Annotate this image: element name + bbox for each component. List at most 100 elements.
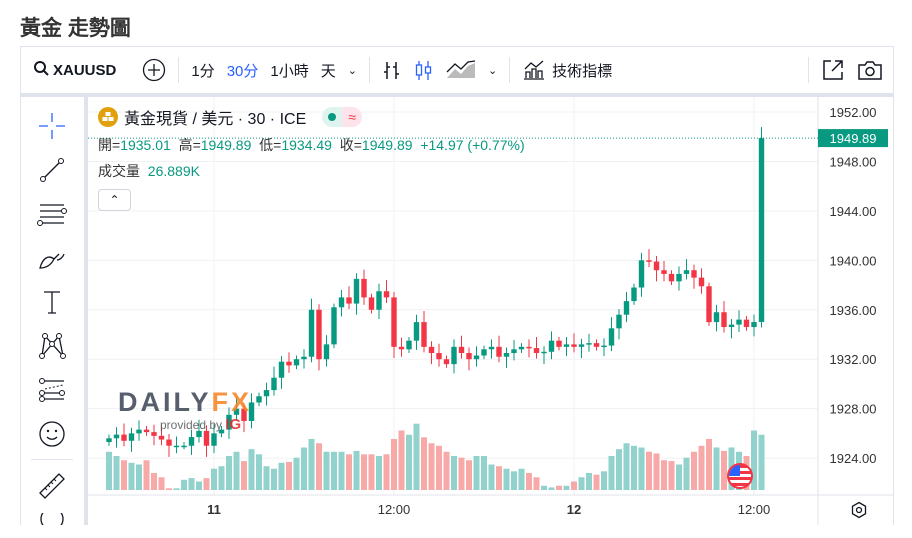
candle-body — [233, 408, 240, 415]
volume-bar — [631, 445, 637, 490]
last-price-badge — [818, 129, 888, 148]
bar-chart-button[interactable] — [376, 47, 408, 93]
zoom-tool[interactable] — [35, 513, 69, 525]
forecast-tool[interactable] — [35, 375, 69, 405]
volume-bar — [331, 451, 337, 490]
symbol-search[interactable]: XAUUSD — [21, 47, 122, 93]
chart-pane[interactable]: 1952.00 1948.00 1944.00 1940.00 1936.00 1932.… — [88, 97, 893, 525]
price-tick-label: 1948.00 — [830, 154, 877, 169]
price-chart[interactable]: 1952.00 1948.00 1944.00 1940.00 1936.00 1932.… — [88, 97, 893, 525]
interval-30m[interactable]: 30分 — [226, 62, 259, 80]
candle-body — [188, 437, 195, 446]
open-value: 1935.01 — [120, 137, 171, 153]
candle-body — [248, 402, 255, 421]
indicators-button[interactable]: 技術指標 — [516, 47, 618, 93]
price-tick-label: 1924.00 — [830, 451, 877, 466]
candle-body — [413, 322, 420, 341]
market-status-badge[interactable]: ≈ — [322, 107, 363, 127]
candle-body — [751, 321, 757, 328]
volume-bar — [121, 460, 127, 490]
volume-bar — [106, 451, 112, 490]
divider — [31, 459, 73, 460]
candle-body — [181, 445, 187, 448]
settings-button[interactable] — [850, 501, 868, 524]
brush-tool[interactable] — [35, 243, 69, 273]
time-tick-label: 11 — [207, 502, 221, 517]
interval-1d[interactable]: 天 — [320, 62, 336, 80]
candle-body — [533, 348, 540, 354]
candle-body — [406, 340, 412, 350]
volume-bar — [481, 456, 487, 490]
volume-bar — [436, 445, 442, 490]
compare-button[interactable] — [136, 47, 172, 93]
candle-body — [473, 355, 480, 360]
interval-1h[interactable]: 1小時 — [270, 62, 309, 80]
candle-body — [616, 314, 622, 329]
area-chart-button[interactable] — [440, 47, 482, 93]
candle-body — [691, 270, 697, 278]
candle-body — [226, 414, 232, 430]
collapse-legend-button[interactable]: ⌃ — [98, 189, 131, 211]
pattern-tool[interactable] — [35, 331, 69, 361]
crosshair-tool[interactable] — [35, 111, 69, 141]
candle-body — [743, 319, 750, 328]
candle-body — [143, 429, 150, 433]
chart-type-dropdown[interactable]: ⌄ — [482, 47, 503, 93]
volume-bar — [608, 456, 615, 490]
indicators-label: 技術指標 — [552, 62, 613, 80]
open-label: 開= — [98, 137, 121, 153]
price-tick-label: 1932.00 — [830, 352, 877, 367]
candle-body — [301, 356, 307, 360]
measure-tool[interactable] — [35, 471, 69, 501]
trendline-tool[interactable] — [35, 155, 69, 185]
candle-body — [361, 278, 367, 298]
candle-chart-button[interactable] — [408, 47, 440, 93]
candle-body — [721, 312, 727, 328]
candle-body — [586, 343, 592, 345]
volume-bar — [263, 466, 270, 490]
us-flag-event-icon[interactable] — [727, 463, 753, 489]
volume-bar — [203, 478, 210, 490]
candle-body — [623, 301, 630, 315]
fib-tool[interactable] — [35, 199, 69, 229]
volume-label: 成交量 — [98, 163, 140, 179]
volume-bar — [601, 471, 607, 490]
price-tick-label: 1928.00 — [830, 402, 877, 417]
volume-bar — [533, 477, 540, 490]
volume-bar — [518, 468, 525, 490]
price-tick-label: 1936.00 — [830, 303, 877, 318]
emoji-tool[interactable] — [35, 419, 69, 449]
volume-bar — [713, 447, 720, 490]
volume-bar — [113, 456, 120, 490]
volume-bar — [143, 460, 150, 490]
candle-body — [271, 377, 277, 391]
screenshot-button[interactable] — [851, 47, 893, 93]
volume-bar — [136, 464, 142, 490]
text-tool[interactable] — [35, 287, 69, 317]
candle-body — [676, 273, 682, 282]
candle-body — [443, 359, 450, 365]
volume-bar — [721, 450, 727, 490]
candle-body — [458, 346, 465, 354]
volume-bar — [511, 471, 517, 490]
volume-bar — [158, 477, 165, 490]
volume-bar — [338, 451, 345, 490]
candle-body — [736, 319, 742, 325]
volume-bar — [758, 434, 765, 490]
volume-bar — [421, 437, 427, 490]
candle-body — [451, 346, 457, 365]
interval-1m[interactable]: 1分 — [191, 62, 215, 80]
fullscreen-button[interactable] — [815, 47, 851, 93]
candle-body — [203, 430, 210, 446]
divider — [509, 57, 511, 83]
candle-body — [481, 349, 487, 356]
high-value: 1949.89 — [200, 137, 252, 153]
candle-body — [166, 439, 172, 446]
volume-bar — [278, 462, 285, 490]
volume-bar — [496, 466, 502, 490]
volume-bar — [751, 430, 757, 490]
candle-body — [256, 396, 262, 403]
interval-dropdown[interactable]: ⌄ — [342, 47, 363, 93]
search-icon — [33, 60, 49, 80]
brush-icon — [39, 253, 65, 269]
